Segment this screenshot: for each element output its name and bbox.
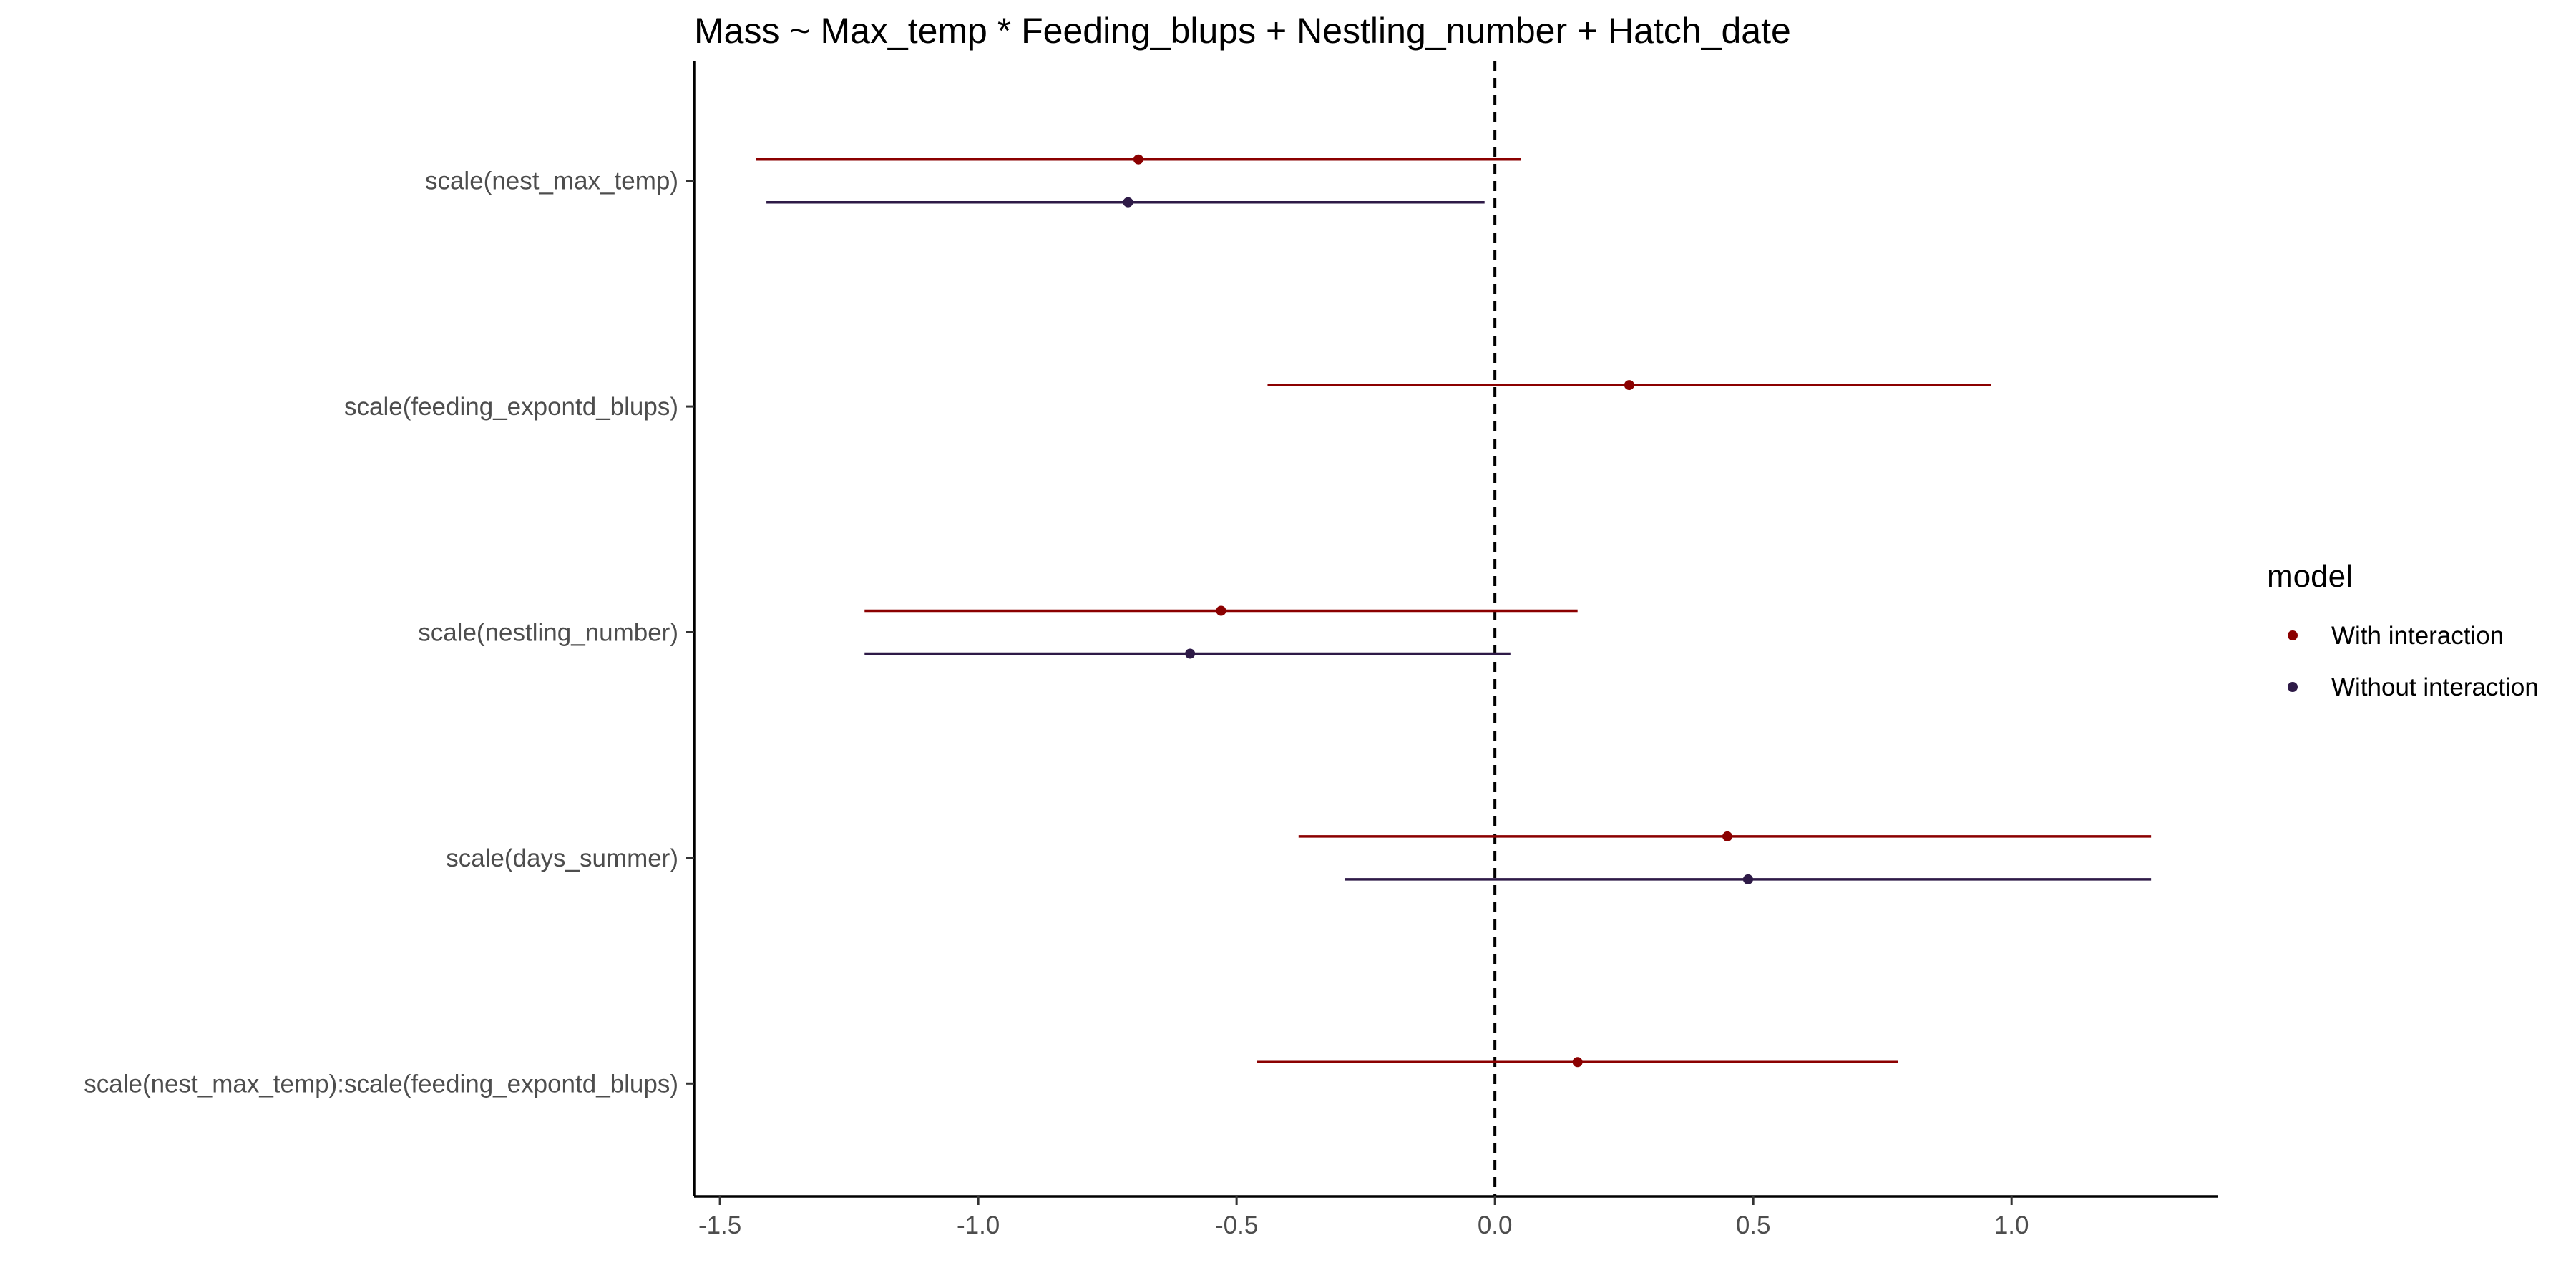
- x-tick-label: 0.5: [1736, 1211, 1771, 1239]
- estimate-point: [1216, 605, 1226, 616]
- x-tick-label: -1.5: [698, 1211, 741, 1239]
- estimate-point: [1722, 831, 1733, 841]
- estimate-point: [1742, 874, 1753, 884]
- y-tick-label: scale(nestling_number): [418, 619, 678, 647]
- axes: scale(nest_max_temp) scale(feeding_expont…: [84, 61, 2218, 1239]
- x-tick-label: -1.0: [957, 1211, 1000, 1239]
- legend-key: [2288, 630, 2298, 640]
- estimate-point: [1624, 380, 1634, 391]
- plot-area: [756, 61, 2152, 1196]
- chart-title: Mass ~ Max_temp * Feeding_blups + Nestli…: [694, 11, 1791, 51]
- y-tick-label: scale(feeding_expontd_blups): [344, 393, 678, 421]
- y-tick-label: scale(nest_max_temp): [425, 167, 678, 195]
- legend-label: With interaction: [2331, 622, 2504, 650]
- legend-key: [2288, 682, 2298, 692]
- x-tick-label: 0.0: [1478, 1211, 1513, 1239]
- estimate-point: [1572, 1057, 1583, 1068]
- estimate-point: [1133, 154, 1143, 165]
- legend: model With interaction Without interaction: [2267, 559, 2539, 701]
- y-tick-label: scale(days_summer): [446, 844, 678, 872]
- x-tick-label: -0.5: [1215, 1211, 1258, 1239]
- y-tick-label: scale(nest_max_temp):scale(feeding_expon…: [84, 1070, 678, 1098]
- legend-label: Without interaction: [2331, 673, 2539, 701]
- x-tick-label: 1.0: [1994, 1211, 2029, 1239]
- estimate-point: [1185, 648, 1196, 659]
- legend-title: model: [2267, 559, 2353, 594]
- estimate-point: [1123, 197, 1133, 208]
